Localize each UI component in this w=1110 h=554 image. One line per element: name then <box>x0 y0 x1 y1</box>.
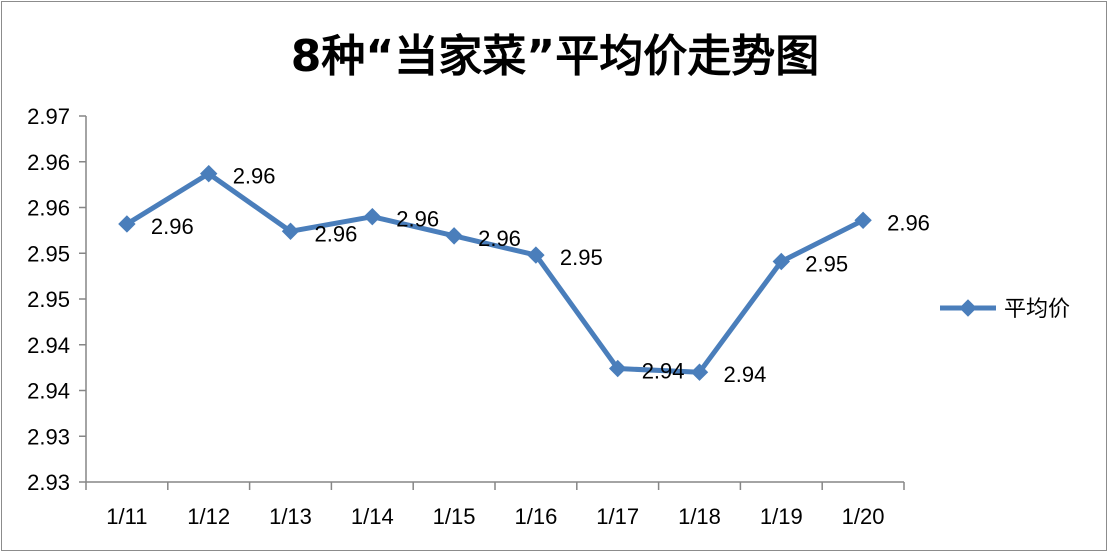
data-point-marker <box>363 207 382 226</box>
y-tick-label: 2.93 <box>27 424 70 449</box>
data-point-marker <box>527 246 545 264</box>
data-point-marker <box>199 164 218 183</box>
x-tick-label: 1/17 <box>596 504 639 529</box>
x-tick-label: 1/14 <box>351 504 394 529</box>
data-point-marker <box>772 252 791 271</box>
x-tick-label: 1/12 <box>187 504 230 529</box>
y-tick-label: 2.93 <box>27 470 70 495</box>
data-point-marker <box>118 215 136 233</box>
data-point-marker <box>608 359 627 378</box>
data-point-marker <box>690 363 709 381</box>
y-tick-label: 2.94 <box>27 379 70 404</box>
legend-marker <box>959 299 977 317</box>
x-tick-label: 1/16 <box>514 504 557 529</box>
data-label: 2.96 <box>478 226 521 251</box>
series-line <box>125 171 865 375</box>
data-label: 2.96 <box>396 207 439 232</box>
data-point-marker <box>281 222 300 240</box>
data-label: 2.96 <box>887 210 930 235</box>
data-label: 2.95 <box>560 245 603 270</box>
data-label: 2.96 <box>315 221 358 246</box>
x-tick-label: 1/13 <box>269 504 312 529</box>
data-label: 2.94 <box>724 362 767 387</box>
y-tick-label: 2.95 <box>27 241 70 266</box>
chart-title: 8种“当家菜”平均价走势图 <box>290 31 820 82</box>
data-label: 2.96 <box>233 164 276 189</box>
y-tick-label: 2.96 <box>27 196 70 221</box>
data-point-marker <box>854 211 872 230</box>
x-tick-label: 1/20 <box>842 504 885 529</box>
x-tick-label: 1/18 <box>678 504 721 529</box>
x-tick-label: 1/19 <box>760 504 803 529</box>
y-tick-label: 2.95 <box>27 287 70 312</box>
x-tick-label: 1/11 <box>106 504 147 529</box>
y-tick-label: 2.96 <box>27 150 70 175</box>
data-label: 2.94 <box>642 359 685 384</box>
y-tick-label: 2.97 <box>27 104 70 129</box>
data-label: 2.96 <box>151 214 194 239</box>
x-tick-label: 1/15 <box>433 504 476 529</box>
data-label: 2.95 <box>805 251 848 276</box>
y-tick-label: 2.94 <box>27 333 70 358</box>
data-point-marker <box>445 227 463 245</box>
legend-label: 平均价 <box>1004 297 1070 322</box>
